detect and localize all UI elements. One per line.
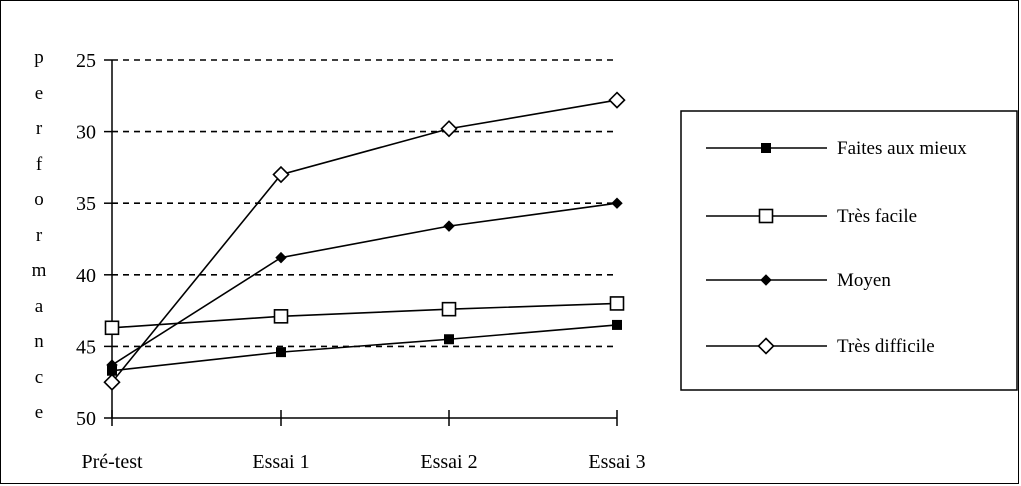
legend-label: Très facile xyxy=(837,206,917,227)
y-axis-label-letter: p xyxy=(34,47,44,68)
data-point xyxy=(608,91,626,109)
data-point xyxy=(758,208,774,224)
data-point xyxy=(760,274,772,286)
series-line xyxy=(111,324,618,372)
data-point xyxy=(272,165,290,184)
x-tick-label: Essai 1 xyxy=(252,451,309,473)
y-axis-label-letter: f xyxy=(35,153,43,175)
data-point xyxy=(276,347,286,358)
y-axis-label-letter: m xyxy=(31,260,47,281)
legend-item: Très facile xyxy=(706,206,917,227)
data-point xyxy=(444,334,454,345)
legend-label: Très difficile xyxy=(837,336,935,357)
series-line xyxy=(111,99,618,383)
legend-item: Très difficile xyxy=(706,336,935,357)
series-group xyxy=(103,91,626,391)
data-point xyxy=(440,120,458,138)
tick-labels: 25 30 35 40 45 50 Pré-test Essai 1 Essai 2 Essai … xyxy=(76,50,646,473)
y-axis-label-letter: r xyxy=(35,224,43,246)
y-tick-label: 30 xyxy=(76,122,96,144)
legend-box xyxy=(680,110,1018,391)
legend: Faites aux mieux Très facile Moyen Très dif… xyxy=(680,110,1018,391)
y-axis-label-letter: e xyxy=(34,402,44,423)
data-point xyxy=(761,143,771,153)
data-point xyxy=(441,301,457,317)
series-1 xyxy=(104,296,625,336)
y-tick-label: 25 xyxy=(76,50,96,72)
legend-item: Faites aux mieux xyxy=(706,138,967,159)
data-point xyxy=(275,251,287,264)
data-point xyxy=(106,359,118,371)
data-point xyxy=(443,220,455,232)
y-axis-label-letter: c xyxy=(34,366,44,388)
y-axis-label-letter: e xyxy=(34,82,44,104)
y-tick-label: 40 xyxy=(76,265,96,287)
x-tick-label: Essai 2 xyxy=(420,451,477,473)
x-tick-label: Essai 3 xyxy=(588,451,645,473)
x-tick-label: Pré-test xyxy=(81,451,143,473)
series-2 xyxy=(106,197,623,371)
data-point xyxy=(609,296,625,311)
y-tick-label: 50 xyxy=(76,408,96,430)
data-point xyxy=(104,320,120,336)
axes xyxy=(104,59,618,426)
legend-label: Moyen xyxy=(837,270,891,291)
gridlines xyxy=(112,59,617,348)
y-axis-label-letter: r xyxy=(35,118,43,139)
y-tick-label: 35 xyxy=(76,193,96,215)
series-line xyxy=(111,202,618,366)
data-point xyxy=(612,319,622,330)
data-point xyxy=(611,197,623,209)
legend-label: Faites aux mieux xyxy=(837,138,967,159)
y-axis-label-letter: n xyxy=(34,331,44,352)
series-0 xyxy=(107,319,622,376)
series-line xyxy=(111,302,618,329)
y-axis-label-letter: o xyxy=(34,189,44,210)
y-axis-label-letter: a xyxy=(34,295,44,317)
legend-item: Moyen xyxy=(706,270,891,291)
data-point xyxy=(103,373,121,391)
y-tick-label: 45 xyxy=(76,336,96,358)
data-point xyxy=(273,309,289,324)
data-point xyxy=(757,337,775,355)
series-3 xyxy=(103,91,626,391)
